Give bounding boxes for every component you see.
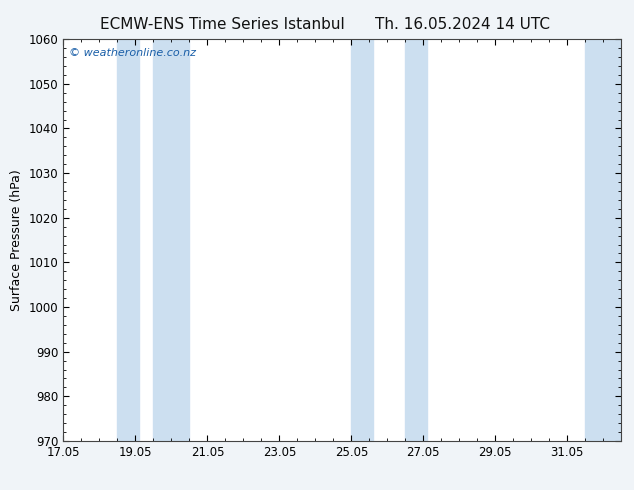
Text: © weatheronline.co.nz: © weatheronline.co.nz xyxy=(69,48,196,58)
Text: ECMW-ENS Time Series Istanbul: ECMW-ENS Time Series Istanbul xyxy=(100,17,344,32)
Bar xyxy=(585,39,634,441)
Bar xyxy=(153,39,190,441)
Y-axis label: Surface Pressure (hPa): Surface Pressure (hPa) xyxy=(10,169,23,311)
Bar xyxy=(351,39,373,441)
Text: Th. 16.05.2024 14 UTC: Th. 16.05.2024 14 UTC xyxy=(375,17,550,32)
Bar xyxy=(405,39,427,441)
Bar xyxy=(117,39,139,441)
